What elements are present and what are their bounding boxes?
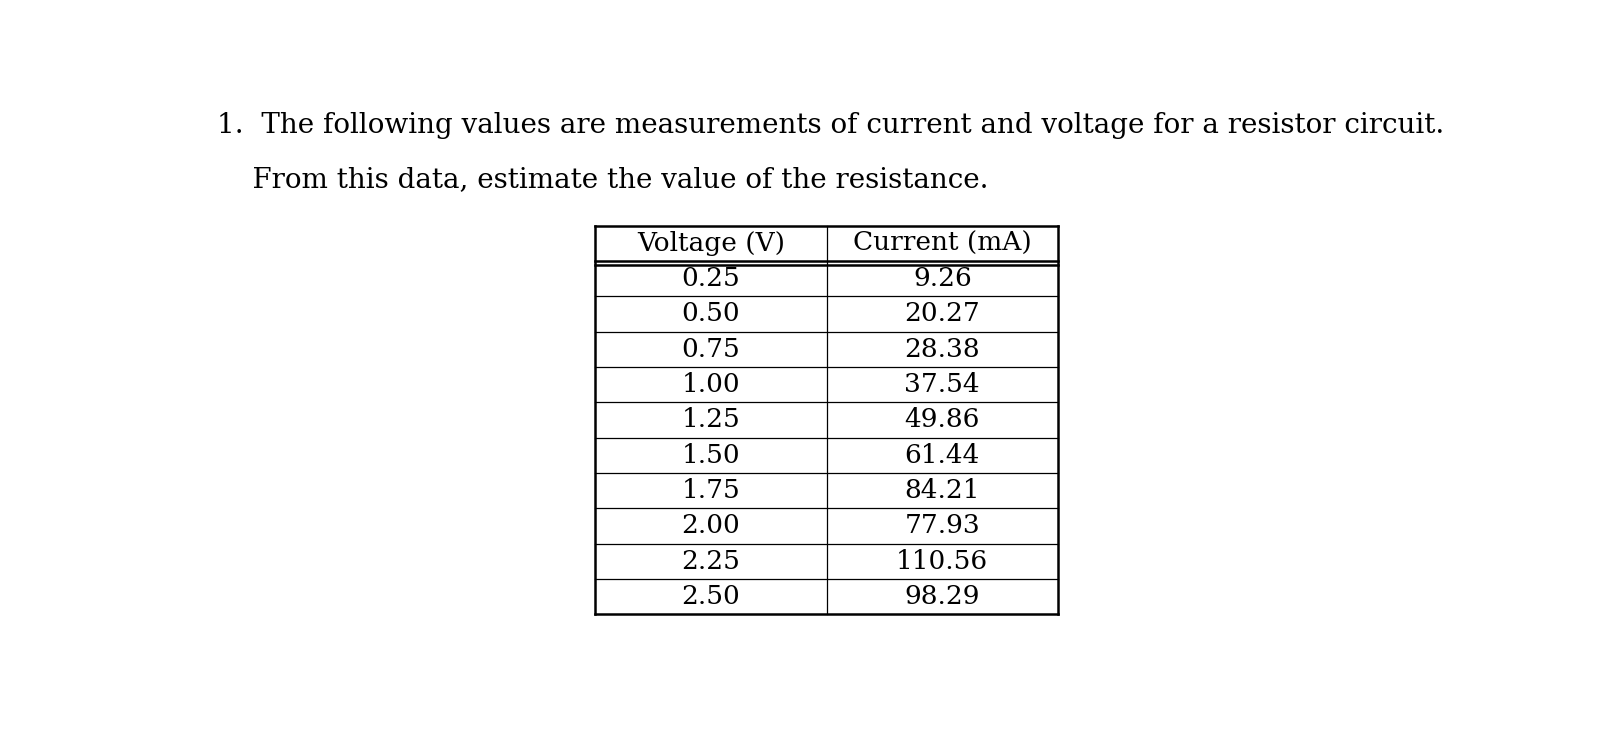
Text: 84.21: 84.21 (905, 478, 981, 503)
Text: 28.38: 28.38 (905, 337, 981, 362)
Text: 0.50: 0.50 (682, 301, 740, 326)
Text: 37.54: 37.54 (905, 372, 981, 397)
Text: 110.56: 110.56 (897, 548, 989, 574)
Text: 1.75: 1.75 (682, 478, 740, 503)
Text: 9.26: 9.26 (913, 266, 971, 291)
Text: 2.25: 2.25 (682, 548, 740, 574)
Text: 0.25: 0.25 (682, 266, 740, 291)
Text: 0.75: 0.75 (682, 337, 740, 362)
Text: 2.00: 2.00 (682, 514, 740, 538)
Text: Voltage (V): Voltage (V) (637, 231, 786, 256)
Text: 20.27: 20.27 (905, 301, 981, 326)
Text: 1.25: 1.25 (682, 407, 740, 432)
Text: 2.50: 2.50 (682, 584, 740, 609)
Text: 1.00: 1.00 (682, 372, 740, 397)
Text: 1.  The following values are measurements of current and voltage for a resistor : 1. The following values are measurements… (216, 112, 1444, 138)
Text: 61.44: 61.44 (905, 443, 981, 468)
Text: 98.29: 98.29 (905, 584, 981, 609)
Text: 77.93: 77.93 (905, 514, 981, 538)
Text: 49.86: 49.86 (905, 407, 981, 432)
Text: 1.50: 1.50 (682, 443, 740, 468)
Text: From this data, estimate the value of the resistance.: From this data, estimate the value of th… (216, 166, 989, 192)
Text: Current (mA): Current (mA) (853, 231, 1032, 256)
